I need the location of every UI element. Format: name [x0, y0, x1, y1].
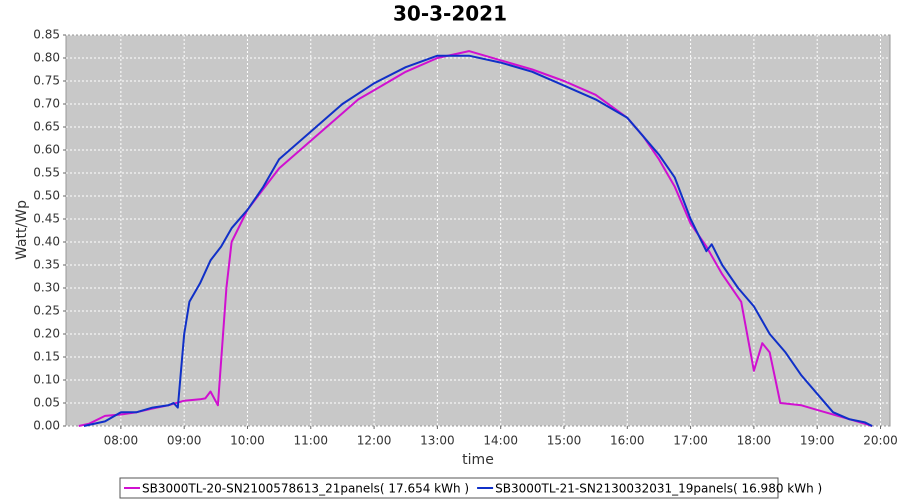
- x-tick-label: 15:00: [547, 434, 582, 448]
- x-tick-label: 13:00: [420, 434, 455, 448]
- y-tick-label: 0.30: [33, 281, 60, 295]
- y-tick-label: 0.85: [33, 28, 60, 42]
- x-axis-label: time: [462, 452, 494, 468]
- y-tick-label: 0.70: [33, 97, 60, 111]
- x-tick-label: 20:00: [863, 434, 898, 448]
- x-tick-label: 08:00: [104, 434, 139, 448]
- y-tick-label: 0.05: [33, 396, 60, 410]
- y-tick-label: 0.65: [33, 120, 60, 134]
- y-tick-label: 0.55: [33, 166, 60, 180]
- series-line: [83, 54, 873, 427]
- y-axis-label: Watt/Wp: [14, 200, 30, 260]
- y-tick-label: 0.25: [33, 304, 60, 318]
- plot-area: [65, 34, 891, 427]
- series-line: [78, 50, 873, 427]
- y-tick-label: 0.75: [33, 74, 60, 88]
- y-tick-label: 0.60: [33, 143, 60, 157]
- x-tick-label: 10:00: [230, 434, 265, 448]
- legend-label: SB3000TL-21-SN2130032031_19panels( 16.98…: [495, 482, 822, 496]
- y-tick-label: 0.40: [33, 235, 60, 249]
- y-tick-label: 0.20: [33, 327, 60, 341]
- y-tick-label: 0.45: [33, 212, 60, 226]
- y-tick-label: 0.10: [33, 373, 60, 387]
- x-tick-label: 11:00: [293, 434, 328, 448]
- legend: [119, 477, 779, 499]
- y-tick-label: 0.35: [33, 258, 60, 272]
- x-tick-label: 19:00: [800, 434, 835, 448]
- x-tick-label: 09:00: [167, 434, 202, 448]
- x-tick-label: 18:00: [737, 434, 772, 448]
- legend-label: SB3000TL-20-SN2100578613_21panels( 17.65…: [142, 482, 469, 496]
- y-tick-label: 0.80: [33, 51, 60, 65]
- chart-title: 30-3-2021: [393, 2, 507, 26]
- y-tick-label: 0.15: [33, 350, 60, 364]
- y-tick-label: 0.50: [33, 189, 60, 203]
- x-tick-label: 12:00: [357, 434, 392, 448]
- x-tick-label: 16:00: [610, 434, 645, 448]
- x-tick-label: 14:00: [483, 434, 518, 448]
- x-tick-label: 17:00: [673, 434, 708, 448]
- y-tick-label: 0.00: [33, 419, 60, 433]
